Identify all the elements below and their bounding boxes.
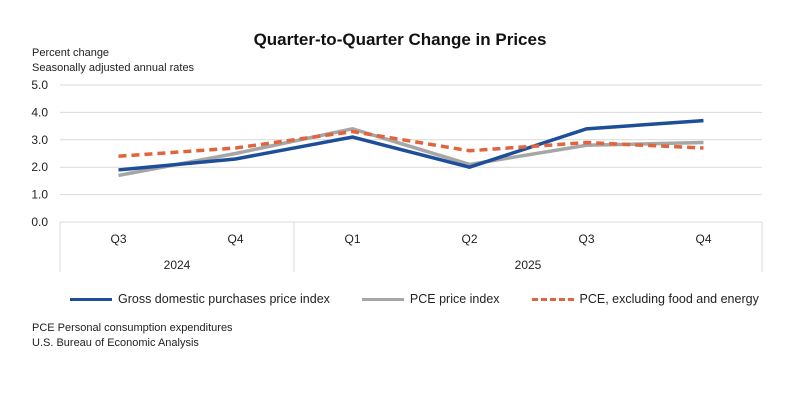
legend-item: PCE, excluding food and energy [531, 292, 759, 306]
y-tick-label: 4.0 [31, 105, 48, 119]
legend-label: Gross domestic purchases price index [118, 292, 330, 306]
y-tick-label: 0.0 [31, 215, 48, 229]
legend-label: PCE price index [409, 292, 500, 306]
legend: Gross domestic purchases price index PCE… [70, 292, 791, 306]
chart-subtitle: Seasonally adjusted annual rates [32, 62, 195, 74]
plot-area: 0.0 1.0 2.0 3.0 4.0 5.0 Q3 Q4 Q1 Q2 Q3 Q4 2024 2025 [31, 78, 763, 272]
legend-swatch [361, 297, 404, 301]
x-group-label: 2024 [164, 258, 191, 272]
y-tick-label: 1.0 [31, 188, 48, 202]
legend-item: Gross domestic purchases price index [70, 292, 330, 306]
series-line [118, 118, 704, 172]
x-tick-label: Q3 [578, 232, 594, 246]
x-tick-label: Q3 [110, 232, 126, 246]
y-axis-label: Percent change [32, 47, 110, 59]
legend-label: PCE, excluding food and energy [579, 292, 759, 306]
x-group-label: 2025 [515, 258, 542, 272]
legend-item: PCE price index [361, 292, 500, 306]
footnote: PCE Personal consumption expenditures [32, 322, 233, 334]
source-note: U.S. Bureau of Economic Analysis [32, 337, 199, 349]
y-tick-label: 2.0 [31, 160, 48, 174]
x-tick-label: Q2 [461, 232, 477, 246]
series-line [118, 127, 704, 178]
legend-swatch [70, 297, 112, 301]
y-tick-label: 5.0 [31, 78, 48, 92]
x-tick-label: Q1 [344, 232, 360, 246]
y-tick-label: 3.0 [31, 133, 48, 147]
x-tick-label: Q4 [227, 232, 243, 246]
legend-swatch [531, 297, 574, 301]
series-line [118, 129, 704, 158]
x-tick-label: Q4 [695, 232, 711, 246]
chart-title: Quarter-to-Quarter Change in Prices [253, 30, 547, 49]
